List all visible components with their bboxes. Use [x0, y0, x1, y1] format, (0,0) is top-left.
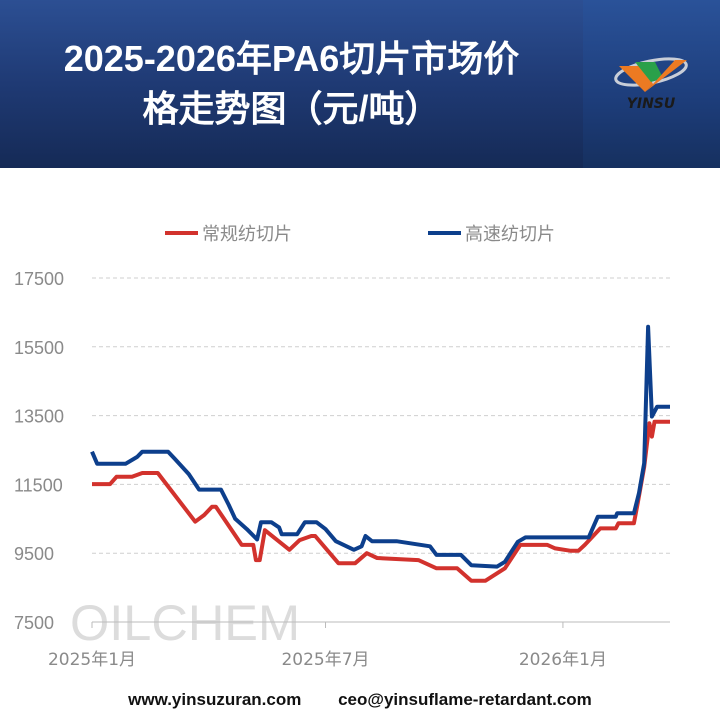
legend-label: 常规纺切片 [202, 224, 292, 245]
footer: www.yinsuzuran.com ceo@yinsuflame-retard… [0, 690, 720, 710]
header-banner: 2025-2026年PA6切片市场价 格走势图（元/吨） YINSU [0, 0, 720, 168]
y-tick-label: 13500 [14, 407, 64, 427]
y-tick-label: 17500 [14, 269, 64, 289]
title-line-1: 2025-2026年PA6切片市场价 [63, 38, 520, 79]
legend-label: 高速纺切片 [465, 224, 555, 245]
y-tick-label: 7500 [14, 613, 54, 633]
yinsu-logo: YINSU [614, 57, 688, 112]
price-chart: OILCHEM 7500 9500 11500 13500 15500 17500 2025年… [14, 224, 670, 670]
email-link[interactable]: ceo@yinsuflame-retardant.com [338, 690, 592, 709]
x-tick-label: 2026年1月 [519, 650, 607, 670]
page-title: 2025-2026年PA6切片市场价 格走势图（元/吨） [0, 34, 583, 134]
title-line-2: 格走势图（元/吨） [142, 88, 441, 129]
y-tick-label: 11500 [14, 475, 63, 495]
y-tick-label: 9500 [14, 544, 54, 564]
y-tick-label: 15500 [14, 338, 64, 358]
logo-panel: YINSU [583, 0, 720, 168]
website-link[interactable]: www.yinsuzuran.com [128, 690, 302, 709]
x-tick-label: 2025年1月 [48, 650, 136, 670]
watermark: OILCHEM [70, 595, 300, 651]
logo-text: YINSU [627, 96, 676, 112]
series-line-1 [92, 419, 670, 583]
series-line-2 [90, 324, 670, 569]
x-tick-label: 2025年7月 [281, 650, 369, 670]
